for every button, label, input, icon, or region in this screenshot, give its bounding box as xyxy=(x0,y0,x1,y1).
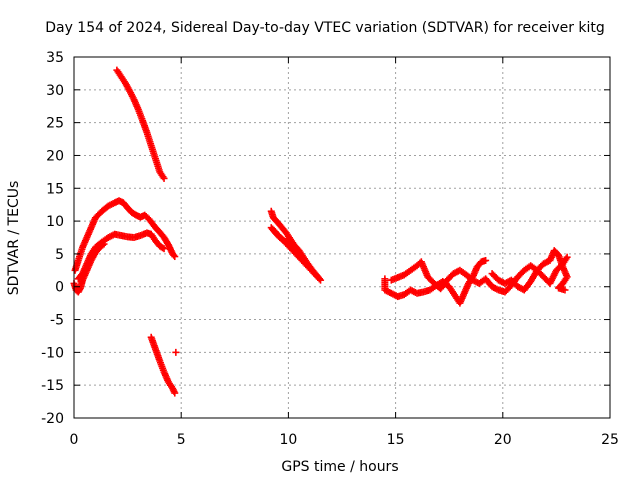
data-point xyxy=(292,247,300,255)
data-points xyxy=(70,66,571,397)
x-tick-label: 10 xyxy=(279,432,297,448)
y-tick-label: -15 xyxy=(41,378,64,394)
y-tick-label: -20 xyxy=(41,411,64,427)
data-point xyxy=(563,253,571,261)
y-tick-label: -5 xyxy=(50,313,64,329)
plot-frame xyxy=(73,56,611,419)
y-tick-label: 0 xyxy=(55,280,64,296)
x-tick-label: 5 xyxy=(177,432,186,448)
data-point xyxy=(99,241,107,249)
x-tick-label: 15 xyxy=(387,432,405,448)
y-tick-label: 10 xyxy=(46,214,64,230)
x-axis-title: GPS time / hours xyxy=(281,459,398,475)
y-tick-label: 30 xyxy=(46,83,64,99)
data-point xyxy=(160,245,168,253)
y-tick-label: 15 xyxy=(46,181,64,197)
x-tick-label: 0 xyxy=(70,432,79,448)
y-tick-label: 20 xyxy=(46,148,64,164)
data-point xyxy=(170,251,178,259)
y-tick-label: 25 xyxy=(46,116,64,132)
data-point xyxy=(482,256,490,264)
y-axis-title: SDTVAR / TECUs xyxy=(6,181,22,296)
x-tick-label: 25 xyxy=(601,432,619,448)
y-tick-label: 35 xyxy=(46,50,64,66)
data-point xyxy=(100,240,108,248)
y-tick-label: 5 xyxy=(55,247,64,263)
axis-ticks: -20 -15 -10 -5 0 5 10 15 20 25 30 35 0 5 10 15 20 25 xyxy=(41,50,619,448)
data-point xyxy=(171,389,179,397)
data-point xyxy=(172,348,180,356)
x-tick-label: 20 xyxy=(494,432,512,448)
y-tick-label: -10 xyxy=(41,345,64,361)
data-point xyxy=(171,253,179,261)
data-point xyxy=(159,244,167,252)
data-point xyxy=(160,174,168,182)
chart-title: Day 154 of 2024, Sidereal Day-to-day VTE… xyxy=(45,20,605,36)
data-point xyxy=(561,286,569,294)
data-point xyxy=(293,249,301,257)
